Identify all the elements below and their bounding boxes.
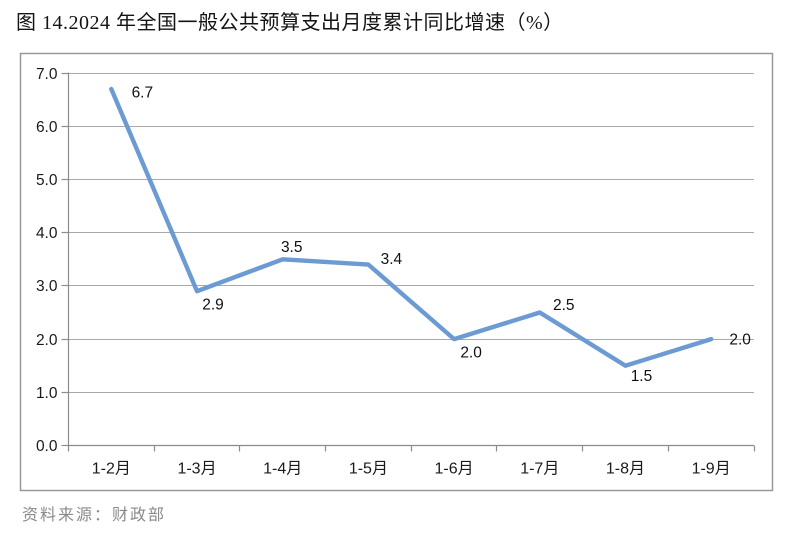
data-label: 2.5 [553,297,575,314]
source-note: 资料来源：财政部 [22,507,167,524]
chart-border [19,52,774,492]
x-tick-label: 1-5月 [349,461,388,478]
x-tick-label: 1-3月 [177,461,216,478]
y-tick-label: 7.0 [36,66,58,83]
data-label: 3.4 [381,251,403,268]
x-tick-label: 1-2月 [92,461,131,478]
y-tick-label: 6.0 [36,119,58,136]
data-label: 1.5 [631,368,653,385]
y-tick-label: 0.0 [36,438,58,455]
x-tick-label: 1-9月 [692,461,731,478]
y-tick-label: 4.0 [36,225,58,242]
data-label: 3.5 [281,239,303,256]
y-tick-label: 5.0 [36,172,58,189]
y-tick-label: 3.0 [36,278,58,295]
series-line [109,86,714,368]
x-tick-label: 1-7月 [520,461,559,478]
y-tick-label: 1.0 [36,385,58,402]
x-tick-label: 1-4月 [263,461,302,478]
chart-title: 图 14.2024 年全国一般公共预算支出月度累计同比增速（%） [16,12,564,34]
x-tick-label: 1-6月 [435,461,474,478]
data-label: 6.7 [132,84,154,101]
data-label: 2.9 [202,297,224,314]
data-label: 2.0 [729,332,751,349]
y-tick-label: 2.0 [36,332,58,349]
x-tick-label: 1-8月 [606,461,645,478]
data-label: 2.0 [460,345,482,362]
